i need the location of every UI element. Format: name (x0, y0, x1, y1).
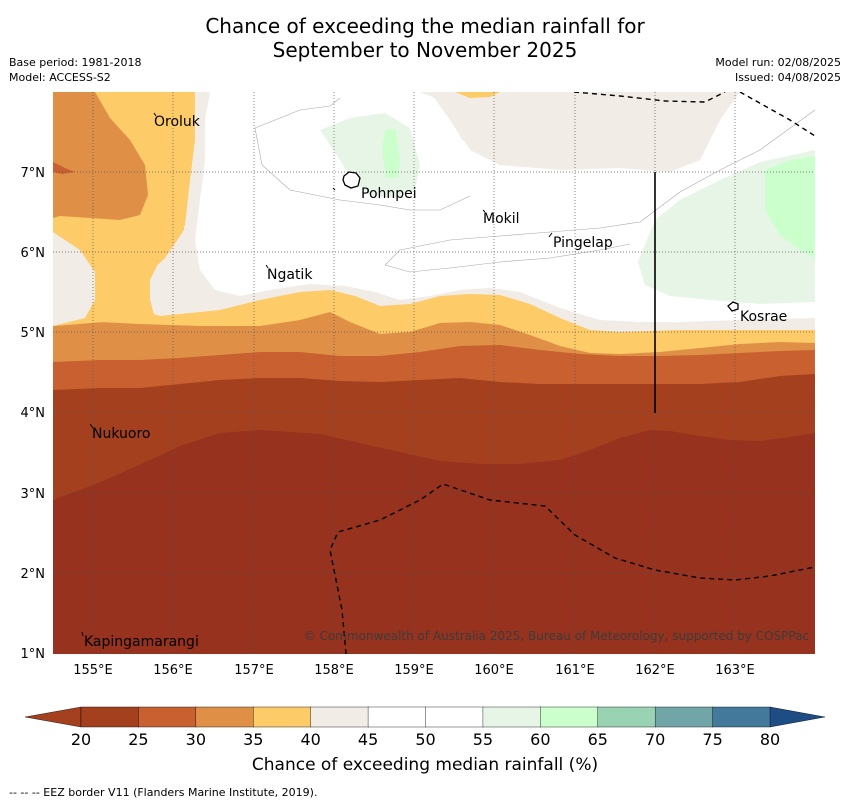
place-kapingamarangi: Kapingamarangi (84, 634, 199, 650)
mokil-marker (482, 209, 486, 213)
contour-lines (254, 97, 815, 273)
lat-tick: 7°N (21, 166, 46, 181)
lat-tick: 6°N (21, 246, 46, 261)
colorbar-label: Chance of exceeding median rainfall (%) (251, 755, 599, 775)
kosrae-island-icon (727, 301, 739, 312)
place-pingelap: Pingelap (553, 235, 613, 251)
place-kosrae: Kosrae (740, 309, 787, 325)
eez-border-south (329, 483, 815, 654)
lat-tick: 2°N (21, 567, 46, 582)
colorbar-tick-label: 70 (645, 730, 665, 749)
oroluk-marker (153, 112, 157, 117)
contour-line (254, 127, 471, 211)
pingelap-marker (548, 232, 553, 238)
lon-tick: 156°E (153, 663, 193, 678)
place-oroluk: Oroluk (154, 114, 201, 130)
meta-right: Model run: 02/08/2025 Issued: 04/08/2025 (715, 55, 841, 85)
ngatik-marker (265, 264, 269, 269)
lon-tick: 163°E (715, 663, 755, 678)
colorbar-cell (540, 706, 599, 728)
atoll-markers (81, 112, 553, 637)
contour-line (254, 97, 341, 129)
base-period: Base period: 1981-2018 (9, 56, 142, 69)
pohnpei-marker (332, 187, 336, 191)
fill-60-65-pohnpei (382, 129, 400, 178)
colorbar: 20 25 30 35 40 45 50 55 60 65 70 75 80 (24, 706, 826, 749)
place-pohnpei: Pohnpei (361, 186, 417, 202)
colorbar-cell (654, 706, 714, 728)
lon-tick: 158°E (314, 663, 354, 678)
place-ngatik: Ngatik (267, 267, 313, 283)
lon-tick: 160°E (474, 663, 514, 678)
colorbar-tick-label: 75 (702, 730, 722, 749)
fill-40-45-north (420, 92, 600, 150)
lon-tick: 155°E (73, 663, 113, 678)
place-mokil: Mokil (483, 211, 520, 227)
colorbar-tick-label: 60 (530, 730, 550, 749)
contour-fills (53, 92, 815, 654)
chart-title: Chance of exceeding the median rainfall … (205, 14, 645, 62)
colorbar-cell (80, 706, 140, 728)
lon-tick: 161°E (555, 663, 595, 678)
place-nukuoro: Nukuoro (92, 426, 150, 442)
lon-tick: 159°E (394, 663, 434, 678)
colorbar-cell (138, 706, 197, 728)
lon-tick: 162°E (635, 663, 675, 678)
colorbar-cell (253, 706, 312, 728)
colorbar-tick-label: 45 (358, 730, 378, 749)
colorbar-cell (310, 706, 369, 728)
colorbar-tick-label: 80 (760, 730, 780, 749)
colorbar-extend-low (24, 706, 82, 728)
lat-tick: 5°N (21, 326, 46, 341)
eez-border (329, 92, 815, 654)
colorbar-cell (195, 706, 254, 728)
colorbar-cell (425, 706, 484, 728)
eez-border-northeast (739, 92, 815, 137)
colorbar-tick-label: 25 (128, 730, 148, 749)
colorbar-tick-label: 65 (588, 730, 608, 749)
colorbar-cell (597, 706, 656, 728)
colorbar-tick-label: 30 (186, 730, 206, 749)
fill-below-20 (53, 430, 815, 654)
kapingamarangi-marker (81, 631, 84, 637)
colorbar-cell (367, 706, 427, 728)
lon-tick-labels: 155°E 156°E 157°E 158°E 159°E 160°E 161°… (73, 663, 755, 678)
copyright-notice: © Commonwealth of Australia 2025, Bureau… (304, 629, 809, 643)
colorbar-tick-label: 35 (243, 730, 263, 749)
fill-25-30-west (53, 162, 75, 174)
lon-tick: 157°E (234, 663, 274, 678)
graticule (53, 92, 815, 654)
colorbar-tick-label: 55 (473, 730, 493, 749)
fill-30-35-west (53, 92, 148, 220)
lat-tick: 4°N (21, 406, 46, 421)
fill-60-65-east (765, 156, 815, 258)
contour-line (384, 243, 631, 273)
model-name: Model: ACCESS-S2 (9, 71, 111, 84)
eez-border-north (573, 92, 726, 103)
lat-tick: 3°N (21, 487, 46, 502)
lat-tick-labels: 7°N 6°N 5°N 4°N 3°N 2°N 1°N (21, 166, 46, 662)
colorbar-cells (80, 706, 771, 728)
contour-line (384, 109, 815, 266)
model-run: Model run: 02/08/2025 (715, 56, 841, 69)
meta-left: Base period: 1981-2018 Model: ACCESS-S2 (9, 55, 141, 85)
colorbar-tick-label: 50 (415, 730, 435, 749)
pohnpei-island-icon (342, 171, 361, 189)
colorbar-tick-label: 20 (71, 730, 91, 749)
colorbar-cell (712, 706, 771, 728)
fill-35-40-north (455, 92, 500, 98)
colorbar-tick-label: 40 (300, 730, 320, 749)
lat-tick: 1°N (21, 647, 46, 662)
fill-40-45-west (53, 232, 95, 326)
issued-date: Issued: 04/08/2025 (734, 71, 841, 84)
nukuoro-marker (89, 423, 94, 429)
eez-footnote: -- -- -- EEZ border V11 (Flanders Marine… (9, 786, 318, 799)
islands (342, 171, 739, 312)
colorbar-ticks: 20 25 30 35 40 45 50 55 60 65 70 75 80 (71, 730, 780, 749)
colorbar-extend-high (769, 706, 826, 728)
colorbar-cell (482, 706, 542, 728)
